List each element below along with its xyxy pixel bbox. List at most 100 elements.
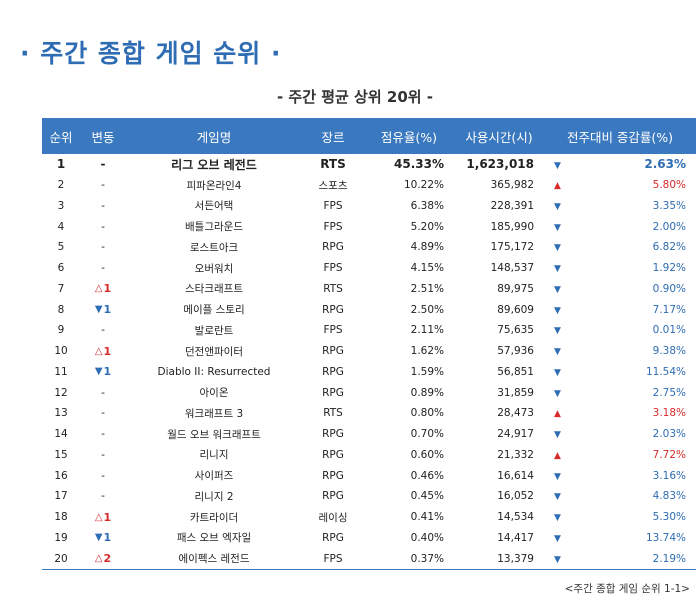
- change-value: 5.30%: [652, 511, 686, 524]
- hours-cell: 148,537: [490, 262, 534, 275]
- move-cell: △ 2: [80, 548, 126, 571]
- rank-move-indicator: △ 1: [95, 345, 111, 358]
- move-cell: -: [101, 386, 105, 399]
- rank-cell: 20: [42, 548, 80, 571]
- hours-cell: 14,534: [497, 511, 534, 524]
- change-cell: ▼ 13.74%: [544, 528, 696, 549]
- rank-cell: 7: [57, 282, 65, 295]
- rank-down-icon: ▼: [94, 532, 103, 544]
- hours-cell: 175,172: [490, 241, 534, 254]
- change-cell: ▼ 6.82%: [544, 237, 696, 258]
- rank-cell: 5: [57, 241, 65, 254]
- rank-move-value: 1: [103, 510, 112, 524]
- move-cell: -: [101, 324, 105, 337]
- table-row: 8 ▼ 1 메이플 스토리 RPG 2.50% 89,609 ▼ 7.17%: [42, 299, 696, 320]
- share-cell: 0.80%: [410, 407, 444, 420]
- change-cell: ▲ 7.72%: [544, 445, 696, 466]
- hours-cell: 75,635: [497, 324, 534, 337]
- table-row: 17 - 리니지 2 RPG 0.45% 16,052 ▼ 4.83%: [42, 486, 696, 507]
- table-row: 6 - 오버워치 FPS 4.15% 148,537 ▼ 1.92%: [42, 258, 696, 279]
- move-cell: ▼ 1: [80, 362, 126, 383]
- rank-cell: 14: [54, 428, 68, 441]
- rank-down-icon: ▼: [94, 366, 103, 378]
- share-cell: 6.38%: [410, 199, 444, 212]
- rank-cell: 11: [54, 365, 68, 378]
- change-value: 7.17%: [652, 303, 686, 316]
- genre-cell: RTS: [323, 407, 343, 420]
- genre-cell: FPS: [302, 548, 364, 571]
- hours-cell: 89,975: [497, 282, 534, 295]
- hours-cell: 14,417: [497, 531, 534, 544]
- change-value: 2.63%: [644, 157, 686, 172]
- share-cell: 2.51%: [410, 282, 444, 295]
- genre-cell: RPG: [322, 386, 344, 399]
- game-name-cell: 던전앤파이터: [185, 345, 243, 358]
- header-move: 변동: [80, 118, 126, 154]
- hours-cell: 28,473: [497, 407, 534, 420]
- change-value: 3.18%: [652, 407, 686, 420]
- game-name-cell: 워크래프트 3: [184, 407, 244, 420]
- genre-cell: FPS: [323, 324, 343, 337]
- table-row: 19 ▼ 1 패스 오브 엑자일 RPG 0.40% 14,417 ▼ 13.74%: [42, 528, 696, 549]
- table-row: 18 △ 1 카트라이더 레이싱 0.41% 14,534 ▼ 5.30%: [42, 507, 696, 528]
- ranking-table: 순위 변동 게임명 장르 점유율(%) 사용시간(시) 전주대비 증감률(%) …: [42, 118, 696, 571]
- share-cell: 0.60%: [410, 448, 444, 461]
- header-change: 전주대비 증감률(%): [544, 118, 696, 154]
- rank-move-indicator: ▼ 1: [95, 531, 111, 544]
- game-name-cell: 패스 오브 엑자일: [176, 532, 252, 545]
- change-value: 2.75%: [652, 386, 686, 399]
- rank-move-value: 1: [103, 531, 112, 545]
- rank-move-value: 1: [103, 282, 112, 296]
- move-cell: -: [101, 220, 105, 233]
- rank-cell: 1: [56, 157, 66, 172]
- change-value: 0.90%: [652, 282, 686, 295]
- share-cell: 4.15%: [410, 262, 444, 275]
- change-cell: ▼ 1.92%: [544, 258, 696, 279]
- change-cell: ▼ 11.54%: [544, 362, 696, 383]
- change-value: 4.83%: [652, 490, 686, 503]
- rank-up-icon: △: [94, 345, 103, 357]
- move-cell: -: [101, 241, 105, 254]
- game-name-cell: 로스트아크: [189, 241, 239, 254]
- change-cell: ▲ 3.18%: [544, 403, 696, 424]
- trend-down-icon: ▼: [554, 243, 561, 254]
- table-row: 20 △ 2 에이펙스 레전드 FPS 0.37% 13,379 ▼ 2.19%: [42, 548, 696, 571]
- change-value: 0.01%: [652, 324, 686, 337]
- move-cell: -: [101, 469, 105, 482]
- change-cell: ▼ 9.38%: [544, 341, 696, 362]
- rank-move-value: 1: [103, 303, 112, 317]
- share-cell: 45.33%: [394, 157, 444, 172]
- table-row: 14 - 월드 오브 워크래프트 RPG 0.70% 24,917 ▼ 2.03%: [42, 424, 696, 445]
- rank-move-indicator: △ 1: [95, 511, 111, 524]
- trend-down-icon: ▼: [554, 367, 561, 378]
- share-cell: 10.22%: [403, 179, 444, 192]
- rank-move-indicator: △ 2: [95, 552, 111, 565]
- game-name-cell: 메이플 스토리: [183, 304, 245, 317]
- rank-up-icon: △: [94, 283, 103, 295]
- trend-down-icon: ▼: [554, 161, 561, 172]
- game-name-cell: 발로란트: [194, 324, 234, 337]
- table-row: 10 △ 1 던전앤파이터 RPG 1.62% 57,936 ▼ 9.38%: [42, 341, 696, 362]
- genre-cell: RPG: [322, 241, 344, 254]
- trend-down-icon: ▼: [554, 388, 561, 399]
- move-cell: -: [101, 448, 105, 461]
- genre-cell: FPS: [323, 262, 343, 275]
- rank-cell: 9: [57, 324, 65, 337]
- rank-cell: 19: [54, 531, 68, 544]
- rank-cell: 17: [54, 490, 68, 503]
- game-name-cell: 피파온라인4: [186, 179, 242, 192]
- change-cell: ▼ 2.75%: [544, 382, 696, 403]
- hours-cell: 57,936: [497, 345, 534, 358]
- share-cell: 2.11%: [410, 324, 444, 337]
- rank-up-icon: △: [94, 553, 103, 565]
- rank-down-icon: ▼: [94, 304, 103, 316]
- change-value: 3.35%: [652, 199, 686, 212]
- page-title: · 주간 종합 게임 순위 ·: [20, 39, 282, 68]
- hours-cell: 21,332: [497, 448, 534, 461]
- share-cell: 0.45%: [410, 490, 444, 503]
- rank-cell: 12: [54, 386, 68, 399]
- trend-down-icon: ▼: [554, 492, 561, 503]
- table-row: 13 - 워크래프트 3 RTS 0.80% 28,473 ▲ 3.18%: [42, 403, 696, 424]
- share-cell: 5.20%: [410, 220, 444, 233]
- rank-move-value: 2: [103, 552, 112, 566]
